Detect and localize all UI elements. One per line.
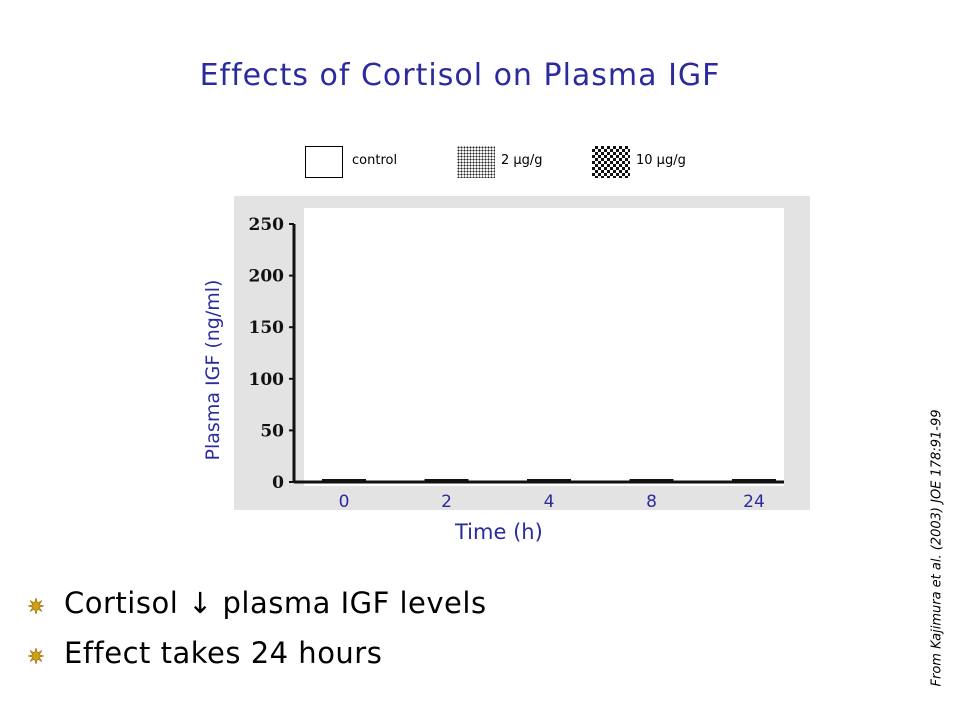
x-tick-label: 8 (646, 492, 657, 510)
bullet-text: Effect takes 24 hours (64, 636, 383, 670)
y-tick-label: 50 (260, 421, 284, 441)
x-tick-label: 2 (441, 492, 452, 510)
legend-swatch-control (305, 146, 343, 178)
x-tick-label: 0 (339, 492, 350, 510)
x-axis-label: Time (h) (455, 520, 543, 544)
bar-cluster (527, 479, 571, 482)
bar-cluster (732, 479, 776, 482)
bar-cluster (322, 479, 366, 482)
chart-panel: 0 50 100 150 200 250 0 2 4 8 24 (234, 196, 810, 510)
x-tick-label: 24 (743, 492, 765, 510)
y-tick-label: 250 (249, 215, 285, 235)
legend-label-2ug: 2 μg/g (501, 153, 543, 168)
bullet-text: Cortisol ↓ plasma IGF levels (64, 586, 487, 620)
bar-cluster (629, 479, 674, 482)
bar-cluster (424, 479, 469, 482)
slide-title: Effects of Cortisol on Plasma IGF (199, 58, 721, 93)
legend-label-10ug: 10 μg/g (636, 153, 686, 168)
legend-swatch-2ug (457, 146, 495, 178)
y-tick-label: 100 (249, 370, 285, 390)
y-tick-label: 200 (249, 267, 285, 287)
y-tick-label: 150 (249, 318, 285, 338)
plot-area (304, 208, 784, 486)
citation: From Kajimura et al. (2003) JOE 178:91-9… (929, 409, 945, 687)
legend-swatch-10ug (592, 146, 630, 178)
starburst-bullet-icon (28, 648, 44, 664)
y-axis-label: Plasma IGF (ng/ml) (202, 279, 224, 461)
legend-label-control: control (352, 153, 398, 168)
y-tick-label: 0 (272, 473, 284, 493)
starburst-bullet-icon (28, 598, 44, 614)
x-tick-label: 4 (544, 492, 555, 510)
